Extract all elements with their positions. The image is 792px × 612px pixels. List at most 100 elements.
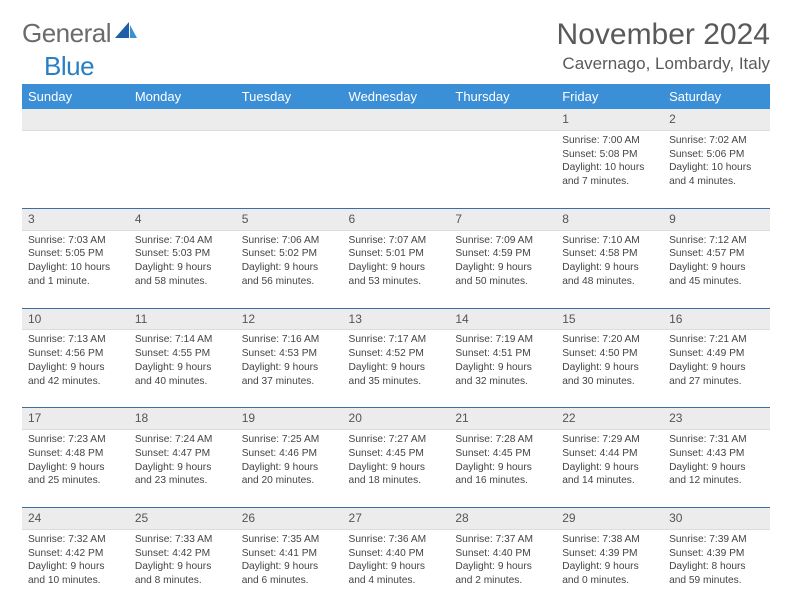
day-number: 16 <box>669 312 682 326</box>
day-line: and 30 minutes. <box>562 375 657 389</box>
day-line: Sunrise: 7:33 AM <box>135 533 230 547</box>
day-cell: Sunrise: 7:16 AMSunset: 4:53 PMDaylight:… <box>236 330 343 408</box>
daynum-cell: 11 <box>129 309 236 330</box>
daynum-cell: 6 <box>343 209 450 230</box>
day-number: 18 <box>135 411 148 425</box>
weekday-header: Thursday <box>449 84 556 109</box>
daynum-cell: 23 <box>663 408 770 429</box>
day-line: Sunset: 4:45 PM <box>455 447 550 461</box>
day-line: Daylight: 9 hours <box>669 261 764 275</box>
day-cell: Sunrise: 7:14 AMSunset: 4:55 PMDaylight:… <box>129 330 236 408</box>
day-content: Sunrise: 7:29 AMSunset: 4:44 PMDaylight:… <box>556 430 663 494</box>
day-number: 12 <box>242 312 255 326</box>
day-line: Sunrise: 7:38 AM <box>562 533 657 547</box>
daynum-cell: 30 <box>663 508 770 529</box>
day-content: Sunrise: 7:23 AMSunset: 4:48 PMDaylight:… <box>22 430 129 494</box>
day-line: Sunset: 4:50 PM <box>562 347 657 361</box>
day-cell <box>129 130 236 208</box>
day-number: 6 <box>349 212 356 226</box>
day-number: 15 <box>562 312 575 326</box>
daynum-cell: 25 <box>129 508 236 529</box>
day-cell: Sunrise: 7:35 AMSunset: 4:41 PMDaylight:… <box>236 529 343 607</box>
day-line: and 0 minutes. <box>562 574 657 588</box>
day-line: Sunset: 5:05 PM <box>28 247 123 261</box>
day-line: Sunset: 4:39 PM <box>562 547 657 561</box>
logo-sail-icon <box>115 22 137 45</box>
day-cell: Sunrise: 7:29 AMSunset: 4:44 PMDaylight:… <box>556 430 663 508</box>
day-line: Sunset: 4:59 PM <box>455 247 550 261</box>
day-number: 29 <box>562 511 575 525</box>
day-line: and 58 minutes. <box>135 275 230 289</box>
daynum-cell: 12 <box>236 309 343 330</box>
day-line: and 2 minutes. <box>455 574 550 588</box>
day-line: and 1 minute. <box>28 275 123 289</box>
day-line: Sunrise: 7:04 AM <box>135 234 230 248</box>
day-content <box>22 131 129 140</box>
content-row: Sunrise: 7:32 AMSunset: 4:42 PMDaylight:… <box>22 529 770 607</box>
day-number: 28 <box>455 511 468 525</box>
day-line: Daylight: 9 hours <box>562 560 657 574</box>
day-line: Sunrise: 7:10 AM <box>562 234 657 248</box>
calendar-body: 12 Sunrise: 7:00 AMSunset: 5:08 PMDayligh… <box>22 109 770 607</box>
daynum-cell <box>343 109 450 130</box>
day-line: and 16 minutes. <box>455 474 550 488</box>
day-line: Sunrise: 7:12 AM <box>669 234 764 248</box>
day-number: 17 <box>28 411 41 425</box>
header: General November 2024 Cavernago, Lombard… <box>22 18 770 74</box>
day-line: Daylight: 9 hours <box>562 361 657 375</box>
daynum-cell: 2 <box>663 109 770 130</box>
day-number: 30 <box>669 511 682 525</box>
day-line: Daylight: 9 hours <box>349 560 444 574</box>
day-line: Daylight: 9 hours <box>455 361 550 375</box>
day-line: Sunrise: 7:24 AM <box>135 433 230 447</box>
day-line: Daylight: 10 hours <box>28 261 123 275</box>
day-content: Sunrise: 7:10 AMSunset: 4:58 PMDaylight:… <box>556 231 663 295</box>
day-line: and 4 minutes. <box>349 574 444 588</box>
day-content: Sunrise: 7:25 AMSunset: 4:46 PMDaylight:… <box>236 430 343 494</box>
day-line: Daylight: 9 hours <box>242 261 337 275</box>
day-cell: Sunrise: 7:00 AMSunset: 5:08 PMDaylight:… <box>556 130 663 208</box>
day-content: Sunrise: 7:39 AMSunset: 4:39 PMDaylight:… <box>663 530 770 594</box>
day-cell: Sunrise: 7:09 AMSunset: 4:59 PMDaylight:… <box>449 230 556 308</box>
day-line: Sunset: 4:51 PM <box>455 347 550 361</box>
day-cell <box>449 130 556 208</box>
daynum-cell: 21 <box>449 408 556 429</box>
day-content: Sunrise: 7:03 AMSunset: 5:05 PMDaylight:… <box>22 231 129 295</box>
day-line: Sunset: 4:58 PM <box>562 247 657 261</box>
daynum-cell: 4 <box>129 209 236 230</box>
day-cell: Sunrise: 7:36 AMSunset: 4:40 PMDaylight:… <box>343 529 450 607</box>
day-line: Sunset: 4:52 PM <box>349 347 444 361</box>
daynum-cell: 28 <box>449 508 556 529</box>
day-cell: Sunrise: 7:19 AMSunset: 4:51 PMDaylight:… <box>449 330 556 408</box>
day-number: 5 <box>242 212 249 226</box>
daynum-cell <box>449 109 556 130</box>
daynum-cell: 20 <box>343 408 450 429</box>
logo-text-1: General <box>22 18 111 49</box>
day-number: 7 <box>455 212 462 226</box>
day-line: Sunrise: 7:37 AM <box>455 533 550 547</box>
day-content: Sunrise: 7:32 AMSunset: 4:42 PMDaylight:… <box>22 530 129 594</box>
logo-text-2: Blue <box>44 51 94 82</box>
daynum-cell: 5 <box>236 209 343 230</box>
day-line: and 4 minutes. <box>669 175 764 189</box>
content-row: Sunrise: 7:23 AMSunset: 4:48 PMDaylight:… <box>22 430 770 508</box>
day-line: Sunset: 5:08 PM <box>562 148 657 162</box>
day-cell: Sunrise: 7:24 AMSunset: 4:47 PMDaylight:… <box>129 430 236 508</box>
daynum-cell: 15 <box>556 309 663 330</box>
day-line: Daylight: 9 hours <box>669 461 764 475</box>
day-content: Sunrise: 7:17 AMSunset: 4:52 PMDaylight:… <box>343 330 450 394</box>
daynum-cell: 17 <box>22 408 129 429</box>
day-line: Sunset: 4:55 PM <box>135 347 230 361</box>
day-line: and 50 minutes. <box>455 275 550 289</box>
day-line: Sunrise: 7:39 AM <box>669 533 764 547</box>
day-line: Daylight: 9 hours <box>349 461 444 475</box>
day-line: and 20 minutes. <box>242 474 337 488</box>
daynum-cell: 26 <box>236 508 343 529</box>
weekday-header: Sunday <box>22 84 129 109</box>
day-number: 26 <box>242 511 255 525</box>
day-cell <box>22 130 129 208</box>
day-line: Sunrise: 7:20 AM <box>562 333 657 347</box>
day-line: Daylight: 9 hours <box>562 261 657 275</box>
day-content: Sunrise: 7:37 AMSunset: 4:40 PMDaylight:… <box>449 530 556 594</box>
title-block: November 2024 Cavernago, Lombardy, Italy <box>557 18 770 74</box>
